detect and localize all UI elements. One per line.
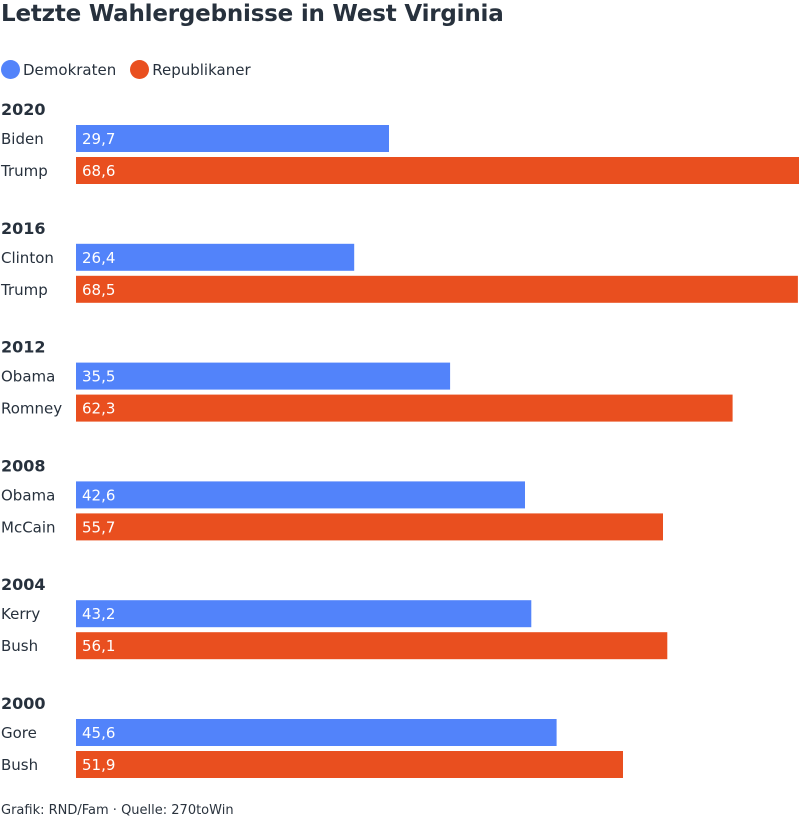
data-label: 62,3 (82, 400, 115, 418)
year-label: 2004 (1, 575, 46, 594)
bar (76, 243, 355, 271)
data-label: 43,2 (82, 605, 115, 623)
chart-title: Letzte Wahlergebnisse in West Virginia (1, 1, 504, 27)
candidate-label: Obama (1, 368, 55, 386)
data-label: 42,6 (82, 486, 115, 504)
bar (76, 513, 663, 541)
bar (76, 394, 733, 422)
data-label: 68,5 (82, 281, 115, 299)
candidate-label: Clinton (1, 249, 54, 267)
year-label: 2000 (1, 694, 46, 713)
data-label: 29,7 (82, 130, 115, 148)
year-label: 2020 (1, 100, 46, 119)
data-label: 56,1 (82, 637, 115, 655)
source-note: Grafik: RND/Fam · Quelle: 270toWin (1, 803, 234, 818)
legend-dot-democrats (1, 60, 20, 79)
bar (76, 362, 451, 390)
bar-chart: 2020 Biden 29,7 Trump 68,6 2016 Clinton 26,4 Tru… (0, 100, 799, 778)
candidate-label: Trump (0, 281, 48, 299)
legend-item-republicans: Republikaner (130, 60, 251, 79)
candidate-label: Obama (1, 486, 55, 504)
bar (76, 719, 557, 746)
year-label: 2008 (1, 456, 46, 475)
candidate-label: Romney (1, 400, 62, 418)
data-label: 26,4 (82, 249, 115, 267)
bar (76, 600, 532, 628)
bar (76, 157, 799, 184)
bar (76, 275, 798, 303)
data-label: 68,6 (82, 162, 115, 180)
data-label: 45,6 (82, 724, 115, 742)
year-label: 2016 (1, 219, 46, 238)
bar (76, 632, 668, 660)
bar (76, 481, 525, 509)
bar (76, 125, 389, 152)
candidate-label: Trump (0, 162, 48, 180)
data-label: 35,5 (82, 368, 115, 386)
legend: Demokraten Republikaner (1, 60, 251, 79)
data-label: 51,9 (82, 756, 115, 774)
data-label: 55,7 (82, 518, 115, 536)
candidate-label: Bush (1, 637, 38, 655)
bar (76, 751, 623, 778)
legend-label-republicans: Republikaner (152, 60, 251, 79)
legend-dot-republicans (130, 60, 150, 79)
legend-label-democrats: Demokraten (23, 60, 117, 79)
candidate-label: Biden (1, 130, 44, 148)
year-label: 2012 (1, 338, 46, 357)
candidate-label: Bush (1, 756, 38, 774)
candidate-label: Gore (1, 724, 37, 742)
candidate-label: McCain (1, 518, 56, 536)
legend-item-democrats: Demokraten (1, 60, 116, 79)
candidate-label: Kerry (1, 605, 40, 623)
